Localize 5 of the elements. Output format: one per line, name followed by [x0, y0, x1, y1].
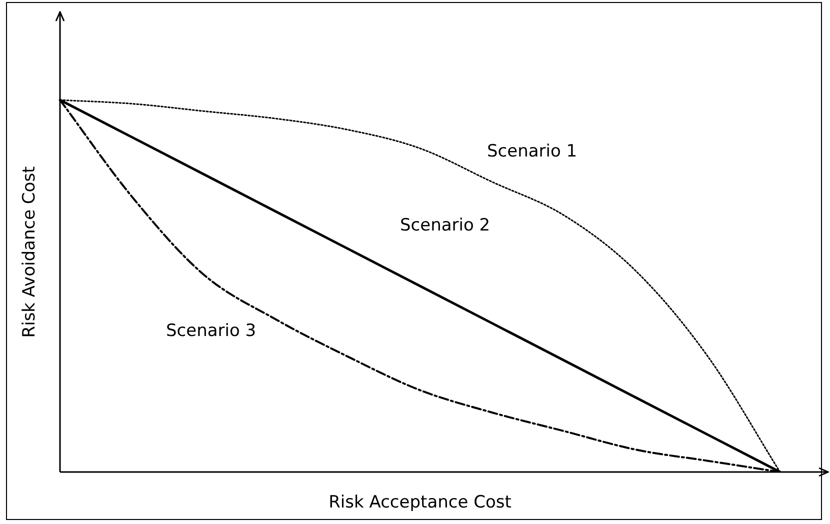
y-axis-title: Risk Avoidance Cost	[19, 166, 40, 338]
series-label: Scenario 3	[166, 320, 256, 341]
x-axis-title: Risk Acceptance Cost	[328, 492, 512, 512]
series-label: Scenario 1	[487, 141, 578, 162]
text: Scenario 2	[400, 215, 490, 236]
